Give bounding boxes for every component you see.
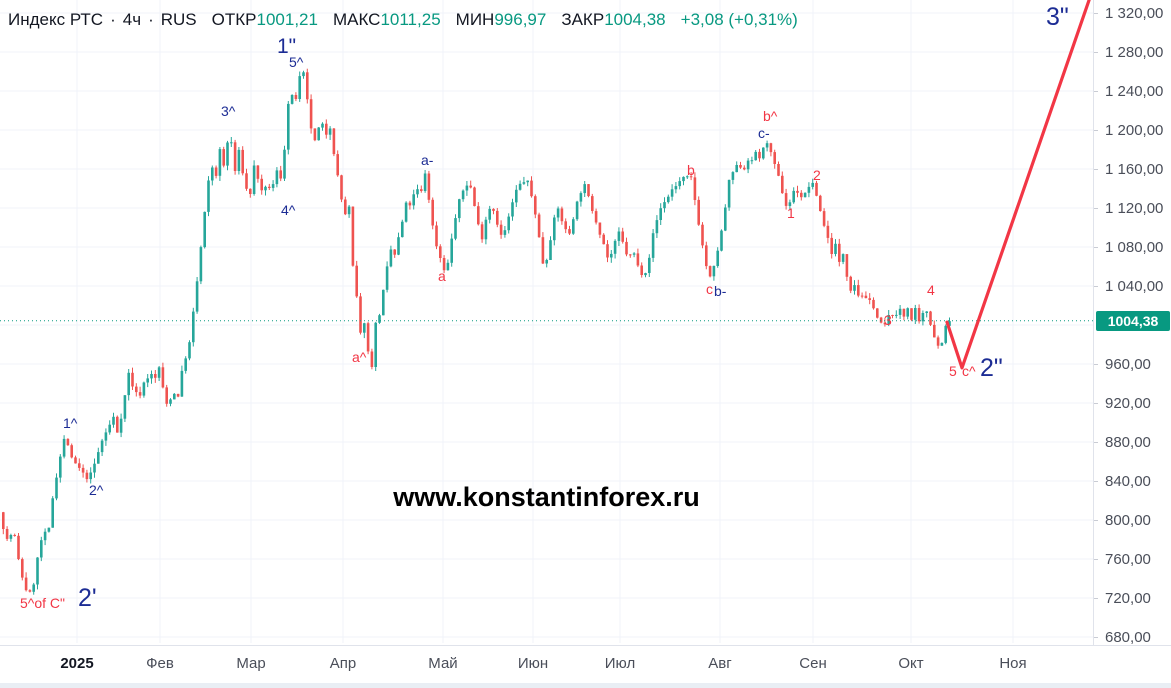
wave-label[interactable]: 5^ bbox=[289, 54, 304, 70]
wave-label[interactable]: 3 bbox=[884, 312, 892, 328]
price-axis-label: 1 320,00 bbox=[1105, 5, 1164, 22]
price-axis-label: 1 160,00 bbox=[1105, 161, 1164, 178]
price-axis-label: 840,00 bbox=[1105, 473, 1151, 490]
price-axis-tickmark bbox=[1094, 558, 1098, 560]
wave-label[interactable]: 1^ bbox=[63, 415, 78, 431]
wave-label[interactable]: 2' bbox=[78, 584, 97, 612]
current-price-tag: 1004,38 bbox=[1096, 311, 1170, 331]
high-value: 1011,25 bbox=[380, 10, 441, 29]
price-axis-tickmark bbox=[1094, 363, 1098, 365]
wave-label[interactable]: 5^of C" bbox=[20, 595, 66, 611]
price-axis-label: 1 080,00 bbox=[1105, 239, 1164, 256]
price-axis-label: 680,00 bbox=[1105, 629, 1151, 646]
price-axis-tickmark bbox=[1094, 207, 1098, 209]
legend-separator: · bbox=[110, 10, 116, 29]
price-axis-tickmark bbox=[1094, 51, 1098, 53]
wave-label[interactable]: a bbox=[438, 268, 446, 284]
close-value: 1004,38 bbox=[604, 10, 666, 29]
price-axis-label: 1 240,00 bbox=[1105, 83, 1164, 100]
price-axis-tickmark bbox=[1094, 597, 1098, 599]
wave-label[interactable]: 1 bbox=[787, 205, 795, 221]
price-axis-label: 800,00 bbox=[1105, 512, 1151, 529]
low-value: 996,97 bbox=[494, 10, 547, 29]
wave-label[interactable]: 4 bbox=[927, 282, 935, 298]
time-axis-label: Апр bbox=[329, 655, 357, 672]
price-axis[interactable]: 1004,38 1 320,00 1 280,00 1 240,00 1 200,00… bbox=[1093, 0, 1171, 646]
time-axis[interactable]: 2025 Фев Мар Апр Май Июн Июл Авг Сен Окт Ноя bbox=[0, 645, 1171, 684]
wave-label[interactable]: 1" bbox=[277, 35, 297, 58]
wave-label[interactable]: b- bbox=[714, 283, 727, 299]
wave-label[interactable]: b bbox=[687, 162, 695, 178]
price-axis-tickmark bbox=[1094, 636, 1098, 638]
time-axis-label: Сен bbox=[799, 655, 827, 672]
watermark: www.konstantinforex.ru bbox=[393, 482, 700, 512]
price-axis-tickmark bbox=[1094, 402, 1098, 404]
wave-label[interactable]: c bbox=[706, 281, 713, 297]
wave-label[interactable]: 5 bbox=[949, 363, 957, 379]
price-axis-label: 760,00 bbox=[1105, 551, 1151, 568]
price-axis-tickmark bbox=[1094, 480, 1098, 482]
low-field: МИН996,97 bbox=[455, 10, 547, 29]
time-axis-label: Июн bbox=[517, 655, 549, 672]
time-axis-label: 2025 bbox=[60, 655, 94, 672]
time-axis-label: Мар bbox=[236, 655, 266, 672]
time-axis-label: Июл bbox=[604, 655, 636, 672]
time-axis-label: Фев bbox=[146, 655, 174, 672]
wave-label[interactable]: b^ bbox=[763, 108, 778, 124]
wave-label[interactable]: a- bbox=[421, 152, 434, 168]
price-axis-tickmark bbox=[1094, 90, 1098, 92]
chart-legend: Индекс РТС · 4ч · RUS ОТКР1001,21 МАКС1011,25 М… bbox=[8, 10, 798, 30]
wave-label[interactable]: 3" bbox=[1046, 3, 1069, 31]
time-axis-label: Авг bbox=[708, 655, 732, 672]
wave-label[interactable]: 3^ bbox=[221, 103, 236, 119]
wave-label[interactable]: c^ bbox=[962, 363, 976, 379]
wave-label[interactable]: 2" bbox=[980, 354, 1003, 382]
price-axis-label: 960,00 bbox=[1105, 356, 1151, 373]
price-axis-tickmark bbox=[1094, 519, 1098, 521]
close-field: ЗАКР1004,38 bbox=[561, 10, 666, 29]
price-axis-label: 1 120,00 bbox=[1105, 200, 1164, 217]
price-axis-label: 920,00 bbox=[1105, 395, 1151, 412]
price-axis-label: 720,00 bbox=[1105, 590, 1151, 607]
price-axis-tickmark bbox=[1094, 441, 1098, 443]
price-axis-label: 1 200,00 bbox=[1105, 122, 1164, 139]
price-axis-tickmark bbox=[1094, 285, 1098, 287]
time-axis-label: Окт bbox=[898, 655, 924, 672]
wave-label[interactable]: 4^ bbox=[281, 202, 296, 218]
price-axis-label: 880,00 bbox=[1105, 434, 1151, 451]
wave-label[interactable]: 2 bbox=[813, 167, 821, 183]
price-axis-label: 1 040,00 bbox=[1105, 278, 1164, 295]
exchange-name: RUS bbox=[160, 10, 197, 29]
price-axis-tickmark bbox=[1094, 129, 1098, 131]
price-axis-tickmark bbox=[1094, 168, 1098, 170]
bottom-toolbar-strip bbox=[0, 683, 1171, 688]
time-axis-label: Ноя bbox=[999, 655, 1027, 672]
wave-label[interactable]: c- bbox=[758, 125, 770, 141]
interval-value[interactable]: 4ч bbox=[122, 10, 142, 29]
high-field: МАКС1011,25 bbox=[332, 10, 441, 29]
wave-label[interactable]: 2^ bbox=[89, 482, 104, 498]
open-field: ОТКР1001,21 bbox=[211, 10, 318, 29]
price-axis-tickmark bbox=[1094, 246, 1098, 248]
symbol-name[interactable]: Индекс РТС bbox=[8, 10, 104, 29]
open-value: 1001,21 bbox=[256, 10, 318, 29]
price-axis-tickmark bbox=[1094, 12, 1098, 14]
change-value: +3,08 (+0,31%) bbox=[680, 10, 798, 29]
legend-separator: · bbox=[148, 10, 154, 29]
time-axis-label: Май bbox=[428, 655, 458, 672]
wave-label[interactable]: a^ bbox=[352, 349, 367, 365]
price-axis-label: 1 280,00 bbox=[1105, 44, 1164, 61]
